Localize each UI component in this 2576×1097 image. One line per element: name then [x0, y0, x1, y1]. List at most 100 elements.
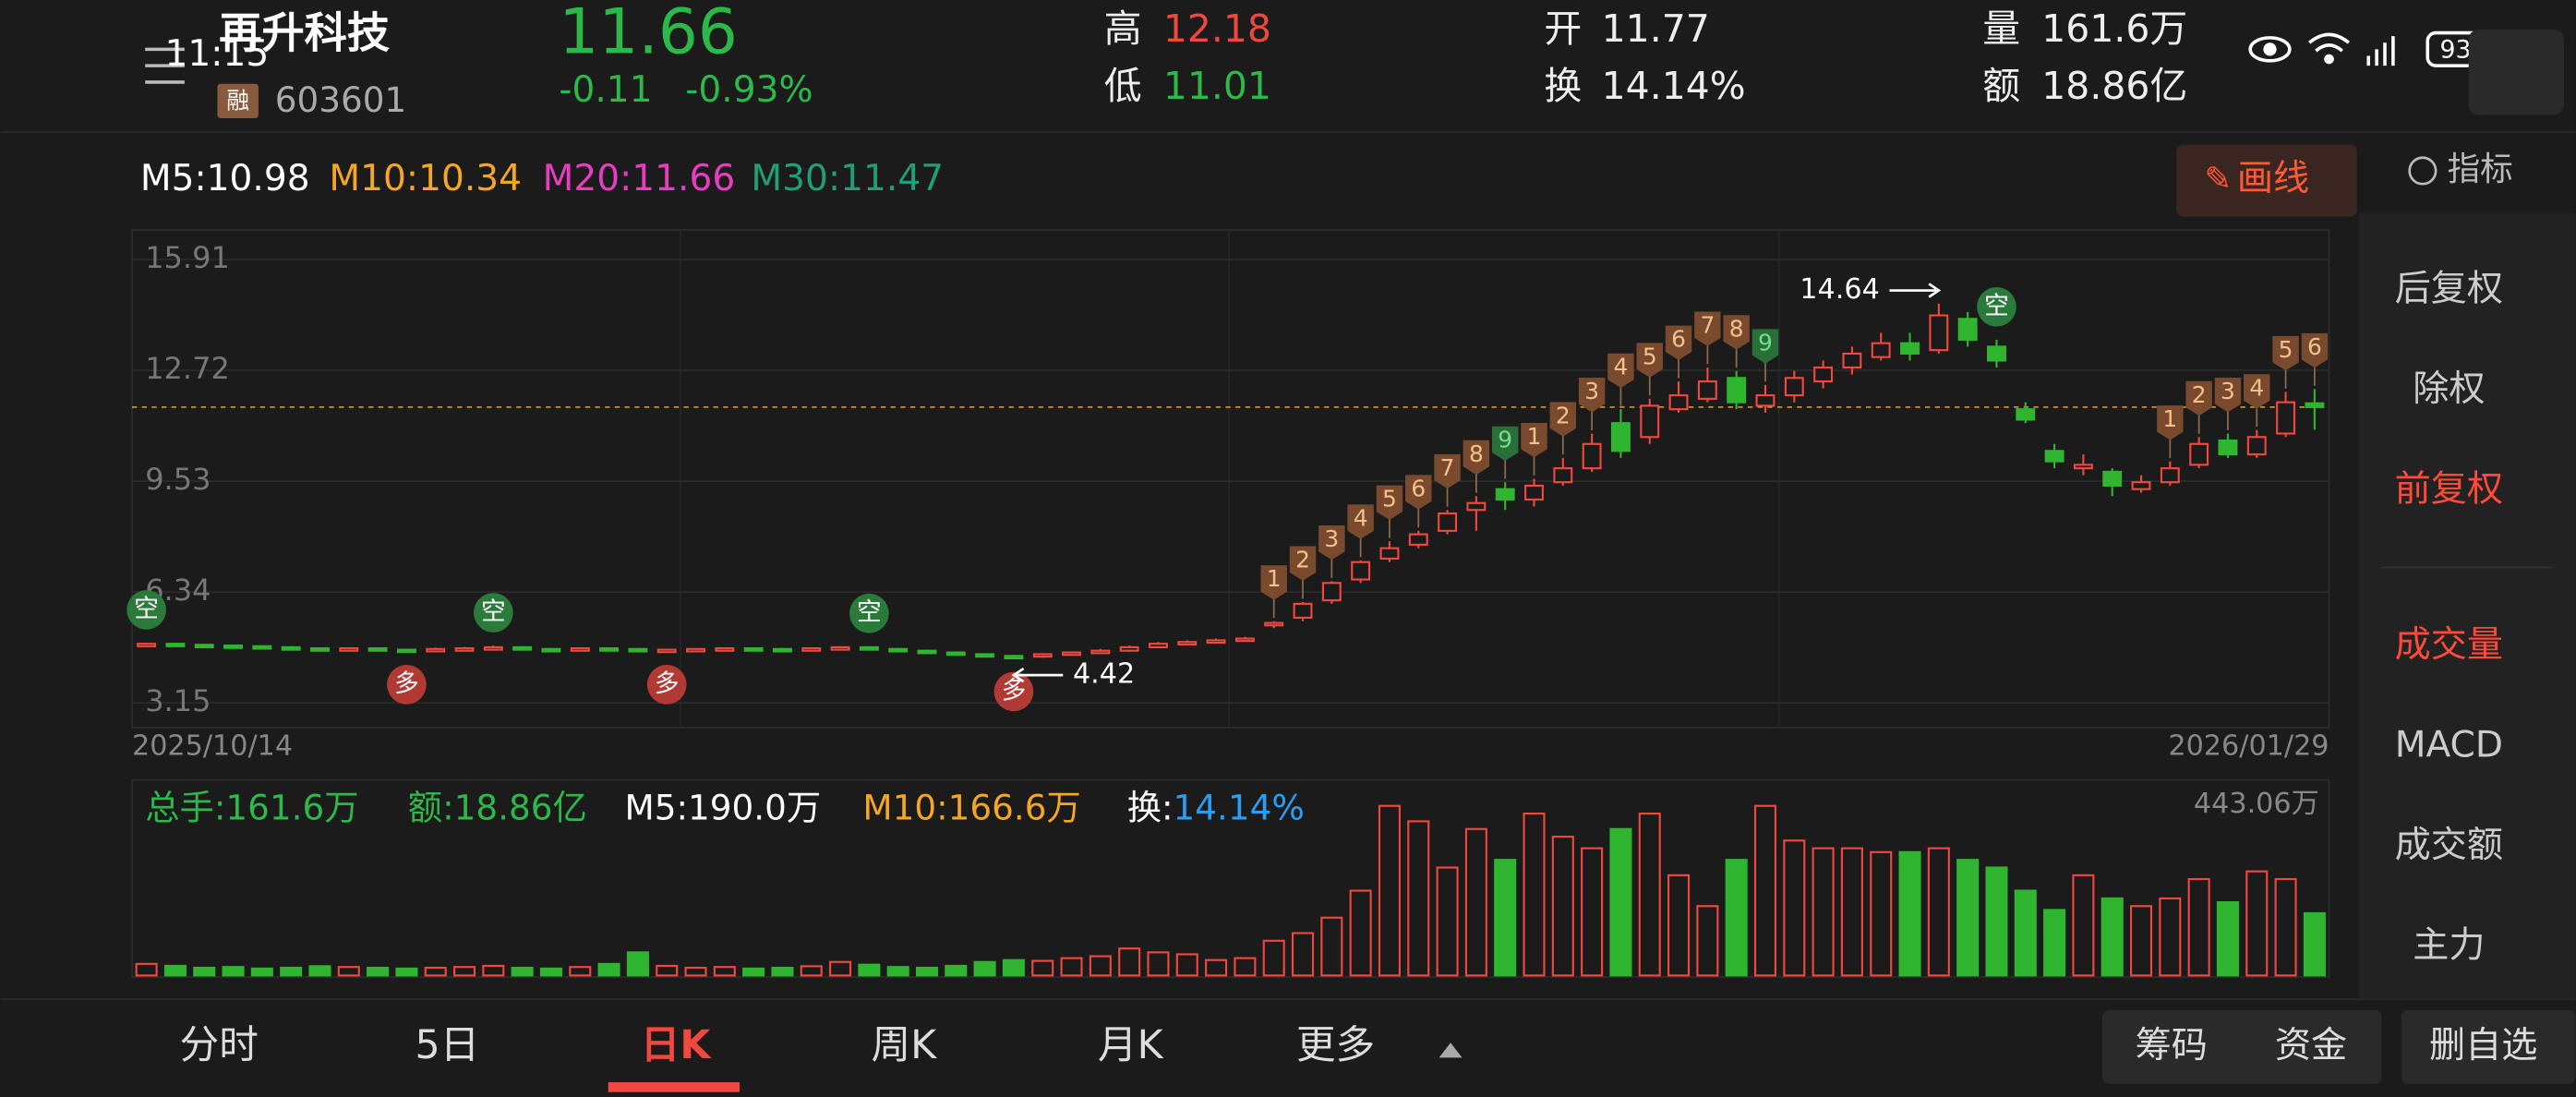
- volume-bar: [1523, 812, 1546, 977]
- side-menu-item[interactable]: 除权: [2413, 368, 2485, 410]
- candle-body: [656, 648, 677, 654]
- volume-bar: [1812, 847, 1835, 977]
- button[interactable]: 资金: [2275, 1025, 2347, 1067]
- side-menu-item[interactable]: 成交量: [2395, 624, 2503, 666]
- volume-bar: [1840, 847, 1863, 977]
- candle-body: [1900, 342, 1920, 356]
- candle-body: [1957, 318, 1978, 341]
- candle-body: [223, 644, 244, 649]
- td-label: 3: [1584, 378, 1599, 404]
- ma30: M30:11.47: [751, 158, 944, 199]
- candle-body: [396, 648, 416, 654]
- signal-badge: [1977, 286, 2016, 327]
- candle-body: [2102, 470, 2123, 488]
- candle-body: [165, 643, 186, 647]
- candle-body: [454, 646, 475, 652]
- candle-body: [2073, 464, 2093, 470]
- tab[interactable]: 月K: [1098, 1022, 1164, 1068]
- draw-button[interactable]: [2176, 144, 2357, 217]
- volume-bar: [1927, 847, 1950, 977]
- volume-bar: [1436, 866, 1459, 977]
- tab[interactable]: 更多: [1296, 1022, 1375, 1068]
- side-menu-item[interactable]: 前复权: [2395, 468, 2503, 510]
- tab[interactable]: 周K: [872, 1022, 938, 1068]
- low-label: 4.42: [1073, 658, 1135, 691]
- td-badge: [1665, 325, 1692, 360]
- volume-bar: [656, 964, 679, 977]
- td-badge: [1723, 315, 1750, 350]
- label: 高: [1104, 6, 1142, 51]
- candle-body: [252, 645, 272, 650]
- label: 开: [1544, 6, 1582, 51]
- candle-body: [1379, 547, 1400, 561]
- volume-bar: [2245, 870, 2269, 977]
- candle-body: [1727, 377, 1747, 404]
- candle-body: [1149, 643, 1168, 648]
- button-bg: [2401, 1009, 2576, 1084]
- side-title[interactable]: 指标: [2448, 151, 2513, 188]
- candle-body: [1871, 342, 1891, 358]
- candle-body: [194, 644, 214, 649]
- candle-body: [830, 645, 850, 651]
- td-badge: [1636, 343, 1663, 378]
- volume-bar: [1118, 947, 1141, 977]
- vol-m10: M10:166.6万: [862, 787, 1080, 827]
- side-menu-item[interactable]: 主力: [2413, 925, 2485, 967]
- td-label: 4: [2249, 374, 2264, 401]
- candle-body: [339, 646, 359, 652]
- candle-body: [715, 646, 735, 652]
- volume-bar: [539, 967, 562, 977]
- vertical-grid: [680, 229, 1780, 728]
- candle-body: [801, 646, 822, 652]
- signal-badge: [126, 590, 166, 630]
- td-badge: [2301, 332, 2329, 368]
- stock-code: 603601: [275, 79, 407, 120]
- candle-body: [2246, 436, 2267, 456]
- tab[interactable]: 分时: [180, 1022, 259, 1068]
- td-badge: [1289, 546, 1317, 581]
- td-badge: [1521, 422, 1547, 458]
- label: 量: [1982, 6, 2020, 51]
- signal-label: 多: [394, 669, 419, 698]
- change-pct: -0.93%: [685, 69, 813, 111]
- td-badge: [1549, 402, 1577, 437]
- side-menu-item[interactable]: MACD: [2395, 725, 2503, 766]
- change: -0.11: [559, 69, 652, 111]
- x-tick-label: 2026/01/29: [2168, 730, 2329, 763]
- side-menu-item[interactable]: 后复权: [2395, 268, 2503, 309]
- value: 12.18: [1163, 6, 1271, 51]
- button[interactable]: 筹码: [2136, 1025, 2208, 1067]
- value: 14.14%: [1602, 64, 1746, 108]
- volume-bar: [2274, 877, 2297, 977]
- fullscreen-button[interactable]: [2468, 30, 2564, 115]
- candle-body: [281, 645, 301, 651]
- td-label: 3: [2221, 378, 2235, 404]
- button[interactable]: 删自选: [2429, 1025, 2537, 1067]
- side-divider: [2381, 566, 2553, 569]
- volume-bar: [800, 965, 823, 977]
- menu-icon[interactable]: [145, 47, 185, 84]
- tab[interactable]: 日K: [641, 1022, 713, 1068]
- volume-bar: [858, 963, 881, 977]
- side-menu-item[interactable]: 成交额: [2395, 825, 2503, 866]
- volume-bar: [2072, 874, 2095, 977]
- price: 11.66: [559, 0, 737, 68]
- candle-body: [1495, 488, 1515, 501]
- y-tick-label: 15.91: [145, 240, 230, 275]
- candle-body: [426, 647, 446, 653]
- candle-body: [1090, 649, 1111, 655]
- td-label: 7: [1700, 312, 1715, 339]
- volume-bar: [2129, 905, 2153, 977]
- volume-bar: [771, 966, 794, 977]
- td-badge: [1607, 353, 1634, 389]
- td-badge: [1347, 504, 1374, 539]
- tab[interactable]: 5日: [415, 1022, 480, 1068]
- candle-body: [1755, 394, 1776, 407]
- candle-body: [1784, 377, 1804, 397]
- vol-total: 总手:161.6万: [145, 787, 358, 827]
- candle-body: [1466, 501, 1487, 512]
- volume-bar: [511, 966, 534, 977]
- volume-bar: [1696, 905, 1719, 977]
